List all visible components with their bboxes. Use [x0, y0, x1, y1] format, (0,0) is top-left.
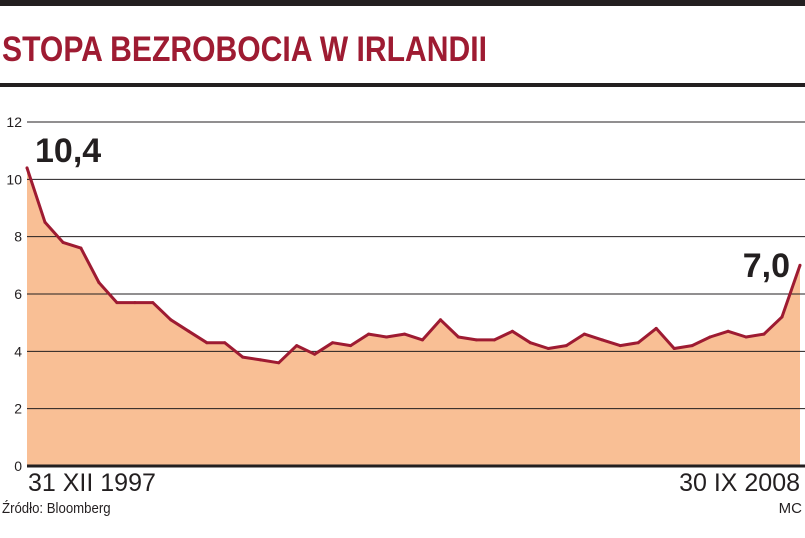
data-point — [187, 329, 191, 333]
data-point — [690, 344, 694, 348]
data-point — [492, 338, 496, 342]
data-point — [510, 329, 514, 333]
annotation-start-value: 10,4 — [35, 132, 101, 170]
data-point — [151, 301, 155, 305]
title-rule — [0, 83, 805, 87]
data-point — [331, 341, 335, 345]
data-point — [762, 332, 766, 336]
data-point — [295, 344, 299, 348]
data-point — [672, 347, 676, 350]
y-tick-label-0: 0 — [14, 458, 22, 474]
source-note: Źródło: Bloomberg — [2, 500, 111, 517]
data-point — [205, 341, 209, 345]
data-point — [223, 341, 227, 345]
data-point — [79, 246, 83, 250]
data-point — [349, 344, 353, 348]
data-point — [780, 315, 784, 319]
data-point — [259, 358, 263, 362]
data-point — [798, 263, 802, 267]
data-point — [618, 344, 622, 348]
series-line — [25, 167, 802, 365]
data-point — [582, 332, 586, 336]
data-point — [403, 332, 406, 336]
top-bar — [0, 0, 805, 6]
data-point — [97, 281, 101, 284]
data-point — [600, 338, 604, 342]
y-tick-label-12: 12 — [6, 114, 22, 130]
data-point — [726, 329, 730, 333]
data-point — [43, 220, 47, 224]
data-point — [474, 338, 478, 342]
data-point — [564, 344, 568, 348]
data-point — [439, 318, 442, 322]
data-point — [133, 301, 137, 305]
data-point — [456, 335, 460, 339]
data-point — [654, 326, 658, 330]
data-point — [367, 332, 371, 336]
annotation-end-value: 7,0 — [743, 247, 790, 285]
data-point — [528, 341, 532, 345]
data-point — [385, 335, 388, 339]
data-point — [61, 240, 65, 244]
y-tick-label-10: 10 — [6, 171, 22, 187]
data-point — [25, 166, 29, 170]
data-point — [708, 335, 712, 339]
data-point — [169, 318, 173, 322]
data-point — [546, 347, 550, 350]
y-tick-label-6: 6 — [14, 286, 22, 302]
author-credit: MC — [778, 500, 802, 517]
area-fill — [27, 167, 800, 466]
data-point — [115, 301, 119, 305]
data-point — [636, 341, 640, 345]
y-tick-label-8: 8 — [14, 229, 22, 245]
data-point — [241, 355, 245, 359]
x-end-label: 30 IX 2008 — [679, 469, 800, 497]
data-point — [313, 352, 317, 356]
data-point — [277, 361, 281, 365]
x-start-label: 31 XII 1997 — [28, 469, 156, 497]
unemployment-chart: 0 2 4 6 8 10 12 10,4 7,0 31 XII 1997 30 IX 2008 — [6, 114, 805, 497]
chart-title: STOPA BEZROBOCIA W IRLANDII — [2, 30, 487, 69]
y-tick-label-4: 4 — [14, 343, 22, 359]
y-tick-label-2: 2 — [14, 401, 22, 417]
data-point — [421, 338, 424, 342]
data-point — [744, 335, 748, 339]
